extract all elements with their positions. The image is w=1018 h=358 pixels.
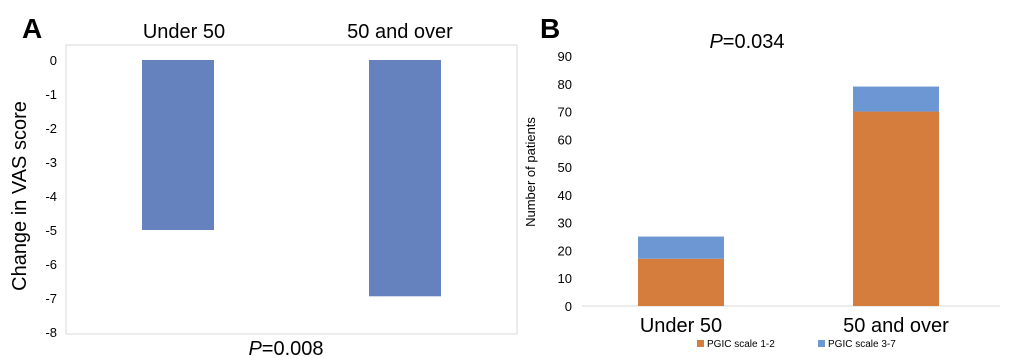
panel-b-bar-0-series-0 bbox=[638, 258, 724, 306]
panel-a-y-tick-label: 0 bbox=[50, 53, 57, 68]
panel-a-y-axis-title: Change in VAS score bbox=[9, 101, 31, 291]
panel-a-y-tick-label: -6 bbox=[45, 257, 57, 272]
panel-a-y-tick-label: -8 bbox=[45, 325, 57, 340]
legend-label-pgic-1-2: PGIC scale 1-2 bbox=[707, 339, 775, 350]
panel-a-y-tick-label: -4 bbox=[45, 189, 57, 204]
panel-a-label: A bbox=[22, 13, 42, 44]
panel-b-y-tick-label: 0 bbox=[565, 299, 572, 314]
panel-b-y-tick-label: 40 bbox=[558, 188, 572, 203]
panel-a-y-tick-label: -3 bbox=[45, 155, 57, 170]
panel-b-y-tick-label: 10 bbox=[558, 271, 572, 286]
legend-label-pgic-3-7: PGIC scale 3-7 bbox=[828, 339, 896, 350]
panel-b-y-tick-label: 50 bbox=[558, 160, 572, 175]
panel-b-y-tick-label: 60 bbox=[558, 132, 572, 147]
panel-b-y-axis-title: Number of patients bbox=[523, 117, 538, 227]
panel-b-label: B bbox=[540, 13, 560, 44]
panel-a: A Under 50 50 and over Change in VAS sco… bbox=[9, 13, 518, 358]
panel-a-p-value: P=0.008 bbox=[248, 338, 323, 358]
panel-b-y-tick-label: 30 bbox=[558, 216, 572, 231]
panel-b-bar-0-series-1 bbox=[638, 236, 724, 259]
panel-a-y-tick-label: -7 bbox=[45, 291, 57, 306]
panel-b-y-tick-label: 20 bbox=[558, 243, 572, 258]
panel-b-p-value: P=0.034 bbox=[709, 31, 784, 53]
panel-b-category-label-1: 50 and over bbox=[843, 315, 949, 337]
panel-b-category-label-0: Under 50 bbox=[640, 315, 722, 337]
panel-b-y-tick-label: 70 bbox=[558, 105, 572, 120]
panel-a-category-label-1: 50 and over bbox=[347, 21, 453, 43]
panel-a-y-ticks: 0 -1 -2 -3 -4 -5 -6 -7 -8 bbox=[45, 53, 57, 340]
legend-swatch-pgic-3-7 bbox=[818, 340, 825, 347]
panel-a-bar-1 bbox=[369, 60, 441, 297]
panel-a-y-tick-label: -1 bbox=[45, 87, 57, 102]
panel-a-y-tick-label: -2 bbox=[45, 121, 57, 136]
panel-a-bars bbox=[142, 60, 441, 297]
panel-b-bars bbox=[638, 86, 939, 306]
panel-b-bar-1-series-0 bbox=[853, 111, 939, 306]
panel-a-bar-0 bbox=[142, 60, 214, 230]
panel-a-category-label-0: Under 50 bbox=[143, 21, 225, 43]
panel-b-y-tick-label: 80 bbox=[558, 77, 572, 92]
panel-b: B P=0.034 Number of patients 0 10 20 30 40 50… bbox=[523, 13, 1000, 350]
panel-a-y-tick-label: -5 bbox=[45, 223, 57, 238]
panel-b-y-tick-label: 90 bbox=[558, 49, 572, 64]
panel-b-legend: PGIC scale 1-2 PGIC scale 3-7 bbox=[697, 339, 896, 350]
panel-b-y-ticks: 0 10 20 30 40 50 60 70 80 90 bbox=[558, 49, 572, 314]
panel-b-bar-1-series-1 bbox=[853, 86, 939, 112]
panel-a-frame bbox=[65, 44, 518, 335]
legend-swatch-pgic-1-2 bbox=[697, 340, 704, 347]
